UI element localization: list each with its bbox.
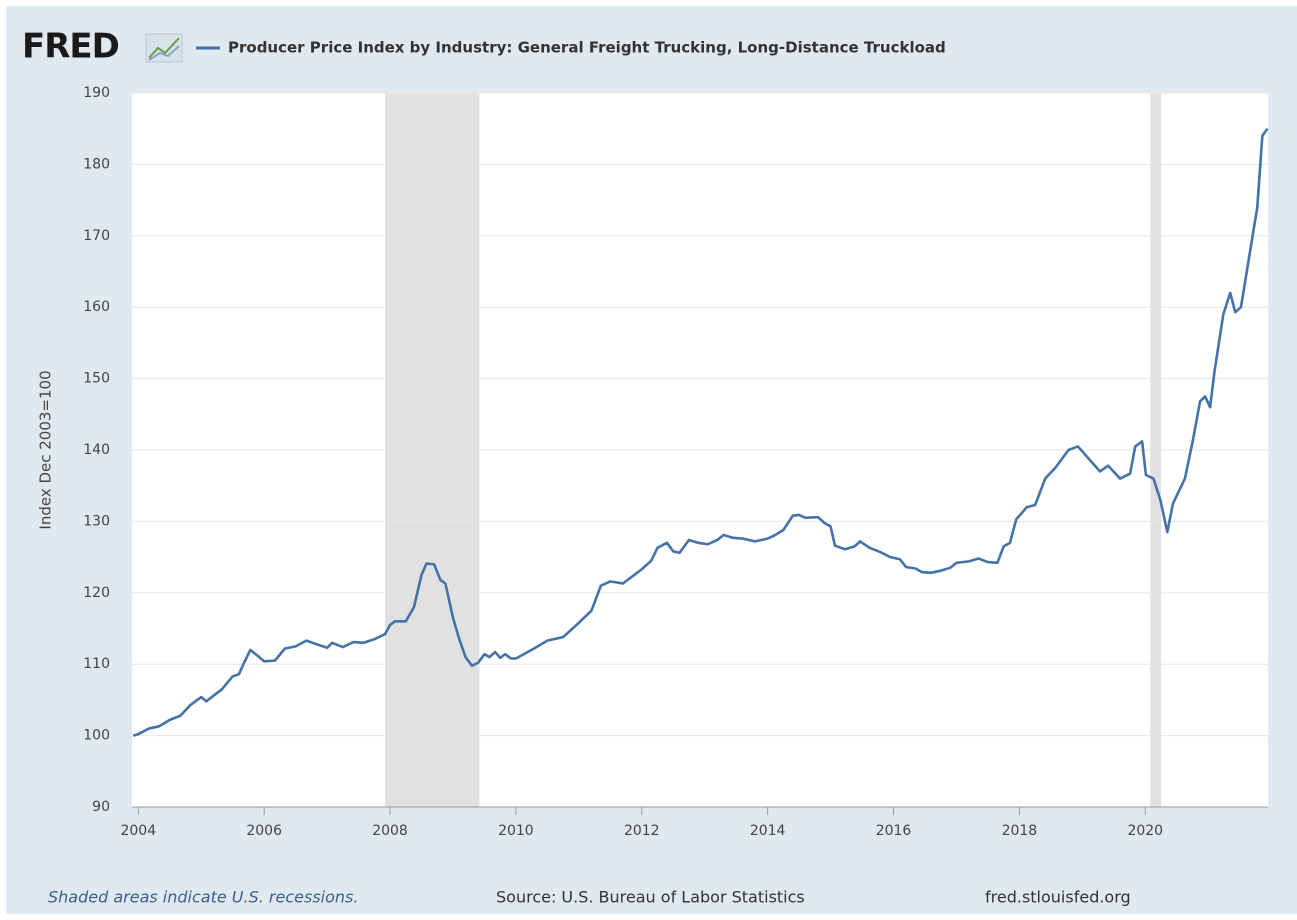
y-tick-label: 160 <box>83 299 110 315</box>
y-tick-label: 120 <box>83 585 110 601</box>
y-tick-label: 90 <box>92 799 110 815</box>
source: Source: U.S. Bureau of Labor Statistics <box>496 888 805 907</box>
logo: FRED <box>22 27 119 67</box>
y-tick-label: 130 <box>83 513 110 529</box>
x-tick-label: 2020 <box>1127 823 1163 839</box>
y-tick-label: 100 <box>83 728 110 744</box>
legend-label: Producer Price Index by Industry: Genera… <box>228 39 946 57</box>
x-tick-label: 2004 <box>120 823 156 839</box>
x-tick-label: 2008 <box>372 823 408 839</box>
x-tick-label: 2018 <box>1002 823 1038 839</box>
data-line <box>132 127 1269 737</box>
y-tick-label: 150 <box>83 371 110 387</box>
y-tick-label: 110 <box>83 656 110 672</box>
y-axis-label: Index Dec 2003=100 <box>37 370 55 529</box>
site: fred.stlouisfed.org <box>985 888 1131 907</box>
y-tick-label: 140 <box>83 442 110 458</box>
y-tick-label: 180 <box>83 156 110 172</box>
footer-note: Shaded areas indicate U.S. recessions. <box>48 888 358 907</box>
x-tick-label: 2014 <box>750 823 786 839</box>
x-tick-label: 2016 <box>876 823 912 839</box>
y-tick-label: 170 <box>83 228 110 244</box>
x-tick-label: 2010 <box>498 823 534 839</box>
y-tick-label: 190 <box>83 85 110 101</box>
x-tick-label: 2012 <box>624 823 660 839</box>
logo-icon <box>145 33 183 63</box>
x-tick-label: 2006 <box>246 823 282 839</box>
